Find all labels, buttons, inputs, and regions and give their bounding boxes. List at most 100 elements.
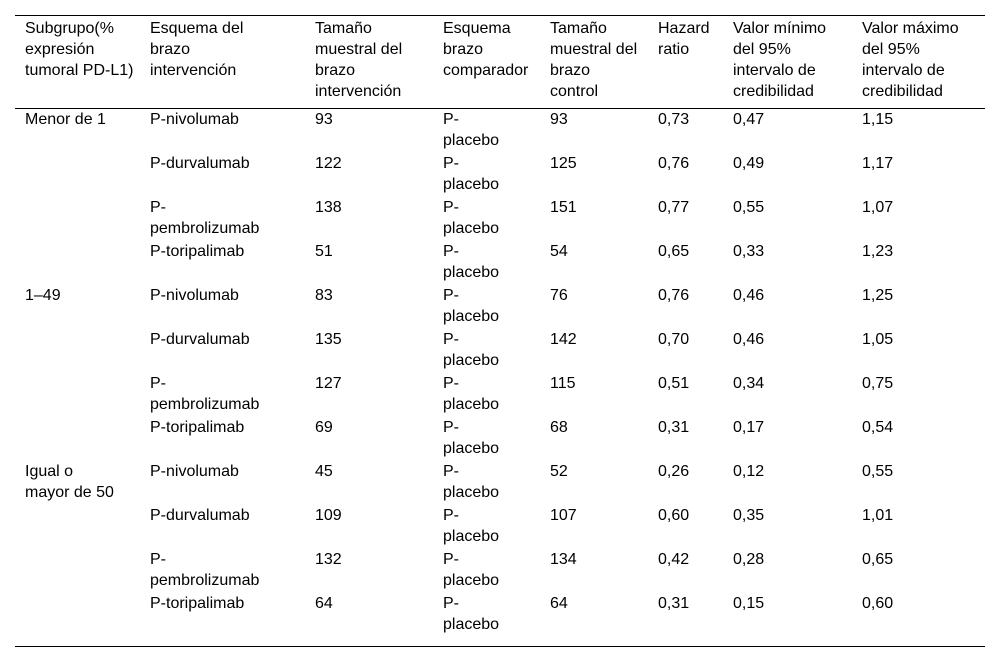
table-row: P-toripalimab 69 P- placebo 68 0,31 0,17… bbox=[15, 417, 985, 461]
table-row: P-durvalumab 122 P- placebo 125 0,76 0,4… bbox=[15, 153, 985, 197]
cell-n-intervention: 109 bbox=[315, 506, 342, 524]
cell-comparator: P- placebo bbox=[443, 330, 500, 369]
cell-n-control: 107 bbox=[550, 506, 577, 524]
cell-n-control: 54 bbox=[550, 242, 568, 260]
cell-ci-lower: 0,17 bbox=[733, 418, 765, 436]
cell-ci-upper: 1,17 bbox=[862, 154, 894, 172]
cell-subgroup: Menor de 1 bbox=[25, 111, 106, 128]
table-row: P-toripalimab 51 P- placebo 54 0,65 0,33… bbox=[15, 241, 985, 285]
table-row: Igual o mayor de 50 P-nivolumab 45 P- pl… bbox=[15, 461, 985, 505]
cell-intervention: P-toripalimab bbox=[150, 594, 245, 612]
cell-comparator: P- placebo bbox=[443, 462, 500, 501]
cell-intervention: P-nivolumab bbox=[150, 286, 239, 304]
cell-n-intervention: 132 bbox=[315, 550, 342, 568]
table-row: P- pembrolizumab 138 P- placebo 151 0,77… bbox=[15, 197, 985, 241]
results-table-container: Subgrupo(% expresión tumoral PD-L1) Esqu… bbox=[15, 15, 985, 647]
cell-n-intervention: 127 bbox=[315, 374, 342, 392]
table-row: P-toripalimab 64 P- placebo 64 0,31 0,15… bbox=[15, 593, 985, 647]
cell-ci-lower: 0,49 bbox=[733, 154, 765, 172]
col-header-ci-upper: Valor máximo del 95% intervalo de credib… bbox=[862, 15, 985, 109]
table-row: P- pembrolizumab 132 P- placebo 134 0,42… bbox=[15, 549, 985, 593]
cell-subgroup bbox=[15, 373, 150, 417]
cell-ci-lower: 0,12 bbox=[733, 462, 765, 480]
header-row: Subgrupo(% expresión tumoral PD-L1) Esqu… bbox=[15, 15, 985, 109]
cell-hazard-ratio: 0,65 bbox=[658, 242, 690, 260]
cell-n-intervention: 138 bbox=[315, 198, 342, 216]
cell-hazard-ratio: 0,76 bbox=[658, 154, 690, 172]
cell-n-intervention: 69 bbox=[315, 418, 333, 436]
cell-n-control: 68 bbox=[550, 418, 568, 436]
cell-ci-lower: 0,28 bbox=[733, 550, 765, 568]
cell-ci-upper: 1,25 bbox=[862, 286, 894, 304]
cell-n-control: 52 bbox=[550, 462, 568, 480]
col-header-subgroup: Subgrupo(% expresión tumoral PD-L1) bbox=[15, 15, 150, 109]
cell-intervention: P-toripalimab bbox=[150, 242, 245, 260]
table-row: Menor de 1 P-nivolumab 93 P- placebo 93 … bbox=[15, 109, 985, 153]
col-header-hazard-ratio: Hazard ratio bbox=[658, 15, 733, 109]
cell-ci-upper: 0,55 bbox=[862, 462, 894, 480]
col-header-comparator-scheme: Esquema brazo comparador bbox=[443, 15, 550, 109]
cell-subgroup: Igual o mayor de 50 bbox=[25, 462, 114, 501]
col-header-intervention-sample: Tamaño muestral del brazo intervención bbox=[315, 15, 443, 109]
cell-hazard-ratio: 0,73 bbox=[658, 111, 690, 128]
cell-n-intervention: 45 bbox=[315, 462, 333, 480]
cell-subgroup bbox=[15, 241, 150, 285]
cell-comparator: P- placebo bbox=[443, 550, 500, 589]
cell-n-intervention: 83 bbox=[315, 286, 333, 304]
table-row: P-durvalumab 135 P- placebo 142 0,70 0,4… bbox=[15, 329, 985, 373]
cell-n-control: 76 bbox=[550, 286, 568, 304]
cell-intervention: P- pembrolizumab bbox=[150, 550, 260, 589]
cell-n-intervention: 64 bbox=[315, 594, 333, 612]
cell-hazard-ratio: 0,31 bbox=[658, 418, 690, 436]
table-row: 1–49 P-nivolumab 83 P- placebo 76 0,76 0… bbox=[15, 285, 985, 329]
table-row: P- pembrolizumab 127 P- placebo 115 0,51… bbox=[15, 373, 985, 417]
cell-subgroup bbox=[15, 329, 150, 373]
cell-comparator: P- placebo bbox=[443, 594, 500, 633]
cell-n-control: 115 bbox=[550, 374, 576, 392]
cell-subgroup bbox=[15, 417, 150, 461]
cell-intervention: P- pembrolizumab bbox=[150, 198, 260, 237]
cell-ci-upper: 1,23 bbox=[862, 242, 894, 260]
cell-intervention: P- pembrolizumab bbox=[150, 374, 260, 413]
cell-comparator: P- placebo bbox=[443, 111, 500, 149]
cell-ci-lower: 0,47 bbox=[733, 111, 765, 128]
cell-n-control: 64 bbox=[550, 594, 568, 612]
cell-n-control: 125 bbox=[550, 154, 577, 172]
cell-subgroup bbox=[15, 505, 150, 549]
cell-ci-upper: 1,07 bbox=[862, 198, 894, 216]
table-row: P-durvalumab 109 P- placebo 107 0,60 0,3… bbox=[15, 505, 985, 549]
cell-intervention: P-nivolumab bbox=[150, 462, 239, 480]
cell-ci-lower: 0,34 bbox=[733, 374, 765, 392]
cell-subgroup bbox=[15, 197, 150, 241]
cell-comparator: P- placebo bbox=[443, 154, 500, 193]
cell-n-control: 151 bbox=[550, 198, 577, 216]
subgroup-results-table: Subgrupo(% expresión tumoral PD-L1) Esqu… bbox=[15, 15, 985, 647]
cell-intervention: P-durvalumab bbox=[150, 506, 250, 524]
col-header-intervention-scheme: Esquema del brazo intervención bbox=[150, 15, 315, 109]
cell-ci-upper: 1,05 bbox=[862, 330, 894, 348]
cell-intervention: P-durvalumab bbox=[150, 330, 250, 348]
cell-ci-lower: 0,33 bbox=[733, 242, 765, 260]
cell-intervention: P-toripalimab bbox=[150, 418, 245, 436]
cell-n-intervention: 93 bbox=[315, 111, 333, 128]
cell-ci-upper: 0,75 bbox=[862, 374, 894, 392]
cell-subgroup bbox=[15, 549, 150, 593]
cell-n-control: 93 bbox=[550, 111, 568, 128]
col-header-ci-lower: Valor mínimo del 95% intervalo de credib… bbox=[733, 15, 862, 109]
cell-ci-upper: 1,15 bbox=[862, 111, 894, 128]
cell-comparator: P- placebo bbox=[443, 506, 500, 545]
cell-ci-lower: 0,15 bbox=[733, 594, 765, 612]
cell-hazard-ratio: 0,42 bbox=[658, 550, 690, 568]
cell-hazard-ratio: 0,31 bbox=[658, 594, 690, 612]
cell-hazard-ratio: 0,77 bbox=[658, 198, 690, 216]
cell-ci-upper: 0,65 bbox=[862, 550, 894, 568]
table-body: Menor de 1 P-nivolumab 93 P- placebo 93 … bbox=[15, 109, 985, 647]
cell-intervention: P-nivolumab bbox=[150, 111, 239, 128]
cell-n-control: 134 bbox=[550, 550, 577, 568]
cell-n-control: 142 bbox=[550, 330, 577, 348]
cell-intervention: P-durvalumab bbox=[150, 154, 250, 172]
cell-hazard-ratio: 0,60 bbox=[658, 506, 690, 524]
cell-subgroup: 1–49 bbox=[25, 286, 61, 304]
cell-ci-lower: 0,55 bbox=[733, 198, 765, 216]
cell-comparator: P- placebo bbox=[443, 374, 500, 413]
